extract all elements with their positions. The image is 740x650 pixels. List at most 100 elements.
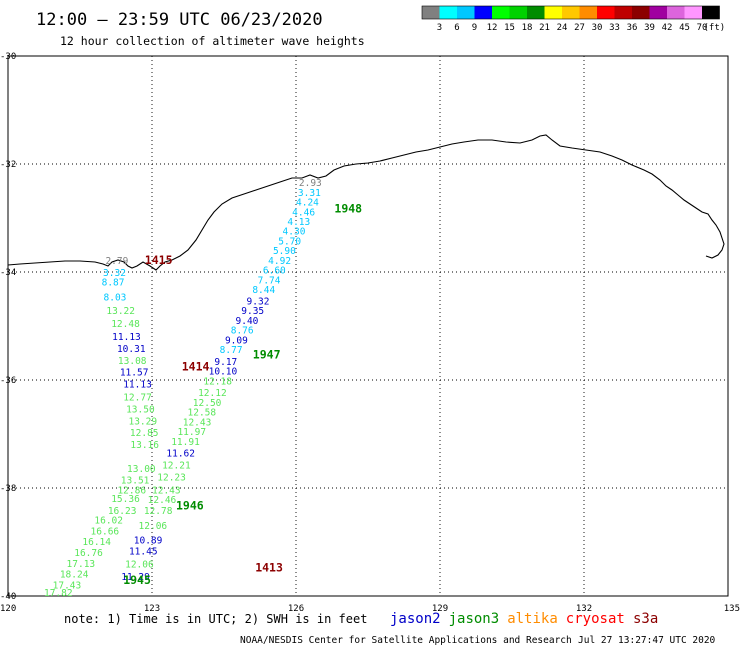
lat-tick-label: -40 [0,592,16,602]
legend-swatch [492,6,510,19]
wave-height-value: 9.09 [225,335,248,346]
wave-height-value: 4.13 [287,217,310,228]
wave-height-value: 9.35 [241,306,264,317]
wave-height-value: 8.77 [220,345,243,356]
wave-height-value: 4.24 [296,198,319,209]
legend-tick-label: 18 [522,23,533,33]
map-subtitle: 12 hour collection of altimeter wave hei… [60,34,365,48]
lon-tick-label: 123 [144,604,160,614]
wave-height-value: 18.24 [60,570,89,581]
lon-tick-label: 132 [576,604,592,614]
pass-time-label: 1947 [253,347,281,361]
legend-swatch [597,6,615,19]
wave-height-value: 12.50 [193,398,222,409]
wave-height-value: 11.29 [121,572,150,583]
wave-height-value: 12.21 [162,461,191,472]
wave-height-value: 5.70 [278,236,301,247]
wave-height-value: 16.66 [91,526,120,537]
wave-height-value: 12.43 [183,417,212,428]
wave-height-value: 12.86 [117,485,146,496]
legend-tick-label: 70 [697,23,708,33]
pass-time-labels: 1948 1947 1946 1945 1415 1414 1413 [123,202,362,588]
pass-time-label: 1415 [145,253,173,267]
wave-height-value: 12.46 [148,495,177,506]
wave-height-value: 3.31 [298,188,321,199]
pass-time-label: 1945 [123,573,151,587]
legend-unit: (ft) [704,23,726,33]
legend-swatch [702,6,720,19]
lon-tick-label: 120 [0,604,16,614]
footnote: note: 1) Time is in UTC; 2) SWH is in fe… [64,612,367,626]
wave-height-value: 12.43 [152,485,181,496]
wave-height-value: 11.57 [120,368,149,379]
pass-time-label: 1948 [334,202,362,216]
wave-height-value: 12.06 [125,559,154,570]
pass-time-label: 1946 [176,499,204,513]
satellite-label: s3a [633,611,658,627]
wave-height-value: 11.91 [171,437,200,448]
wave-height-value: 6.60 [263,266,286,277]
wave-height-value: 12.48 [111,319,140,330]
legend-swatch [509,6,527,19]
wave-height-value: 9.40 [236,316,259,327]
map-title: 12:00 – 23:59 UTC 06/23/2020 [36,10,323,30]
lat-tick-label: -32 [0,160,16,170]
lon-tick-label: 126 [288,604,304,614]
wave-height-value: 3.32 [103,268,126,279]
wave-height-value: 2.79 [105,256,128,267]
wave-height-value: 12.58 [188,408,217,419]
wave-height-value: 15.36 [111,494,140,505]
wave-height-value: 11.62 [166,449,195,460]
lon-tick-label: 129 [432,604,448,614]
legend-swatch [562,6,580,19]
wave-height-value: 12.06 [139,521,168,532]
legend-swatch [579,6,597,19]
satellite-label: altika [507,611,558,627]
legend-swatch [439,6,457,19]
legend-tick-label: 9 [472,23,477,33]
wave-height-value: 10.89 [134,536,163,547]
coastline [7,134,725,271]
legend-swatch [632,6,650,19]
wave-height-value: 13.00 [127,464,156,475]
wave-height-value: 8.87 [102,278,125,289]
wave-height-value: 12.85 [130,428,159,439]
wave-height-value: 10.10 [209,367,238,378]
wave-height-value: 13.51 [121,476,150,487]
wave-height-value: 11.13 [123,380,152,391]
wave-height-value: 11.13 [112,332,141,343]
lat-tick-label: -36 [0,376,16,386]
legend-swatch [474,6,492,19]
wave-height-values: 2.933.314.244.464.134.305.705.904.926.60… [44,178,322,599]
lat-tick-label: -30 [0,52,16,62]
legend-swatch [684,6,702,19]
map-frame [7,55,729,597]
lat-tick-label: -34 [0,268,16,278]
legend-tick-label: 42 [662,23,673,33]
wave-height-value: 9.32 [247,296,270,307]
wave-height-value: 17.43 [53,580,82,591]
satellite-label: jason3 [449,611,500,627]
wave-height-value: 4.92 [268,256,291,267]
legend-swatch [544,6,562,19]
wave-height-value: 16.76 [74,548,103,559]
legend-swatch [614,6,632,19]
legend-border [421,5,720,20]
credit-line: NOAA/NESDIS Center for Satellite Applica… [240,635,572,646]
wave-height-value: 4.46 [292,207,315,218]
lat-lon-grid [8,56,728,596]
legend-tick-label: 24 [557,23,568,33]
lat-tick-label: -38 [0,484,16,494]
pass-time-label: 1414 [182,359,210,373]
wave-height-value: 8.76 [231,326,254,337]
wave-height-value: 13.22 [106,306,135,317]
pass-time-label: 1413 [255,561,283,575]
wave-height-value: 13.50 [126,404,155,415]
legend-tick-label: 12 [487,23,498,33]
wave-height-value: 12.18 [203,376,232,387]
wave-height-value: 16.14 [82,537,111,548]
legend-tick-label: 45 [679,23,690,33]
wave-height-value: 4.30 [283,227,306,238]
wave-height-value: 5.90 [273,246,296,257]
